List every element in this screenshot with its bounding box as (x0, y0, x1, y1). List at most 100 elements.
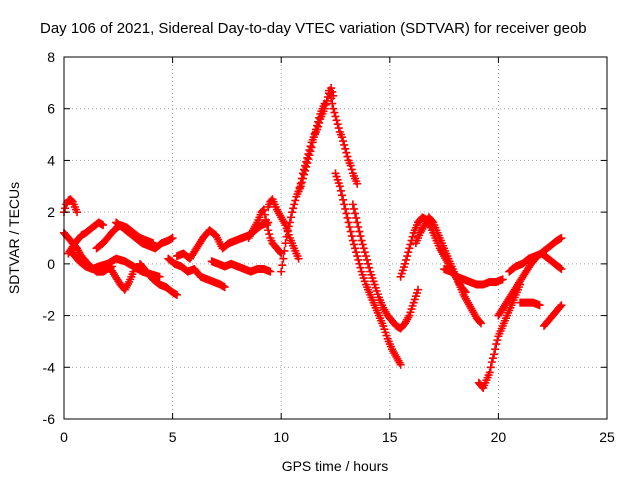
series-arc-7 (112, 218, 177, 253)
data-point (345, 223, 354, 232)
data-point (361, 252, 370, 261)
x-axis-label: GPS time / hours (282, 458, 389, 474)
data-point (259, 205, 268, 214)
data-point (288, 208, 297, 217)
data-point (306, 142, 315, 151)
data-point (263, 221, 272, 230)
data-point (349, 204, 358, 213)
data-point (343, 152, 352, 161)
y-tick-label: 8 (47, 49, 55, 65)
data-point (414, 285, 423, 294)
x-tick-label: 15 (382, 429, 398, 445)
data-point (61, 204, 70, 213)
data-point (357, 236, 366, 245)
data-point (486, 363, 495, 372)
series-arc-15 (294, 84, 338, 196)
data-point (346, 227, 355, 236)
data-point (324, 86, 333, 95)
data-point (343, 213, 352, 222)
data-point (341, 144, 350, 153)
data-point (342, 209, 351, 218)
data-point (355, 227, 364, 236)
data-point (155, 272, 164, 281)
data-point (360, 248, 369, 257)
data-point (290, 200, 299, 209)
series-arc-25 (516, 298, 544, 310)
data-point (556, 264, 565, 273)
data-point (279, 254, 288, 263)
plot-frame (63, 56, 608, 420)
axis-ticks (63, 56, 608, 420)
data-point (280, 246, 289, 255)
y-tick-label: 6 (47, 101, 55, 117)
data-point (302, 157, 311, 166)
data-point (295, 183, 304, 192)
data-point (339, 195, 348, 204)
data-point (283, 226, 292, 235)
data-point (359, 244, 368, 253)
data-point (491, 345, 500, 354)
data-point (364, 259, 373, 268)
chart-title: Day 106 of 2021, Sidereal Day-to-day VTE… (40, 20, 587, 37)
series-arc-8 (136, 259, 181, 299)
data-point (284, 222, 293, 231)
data-point (298, 169, 307, 178)
data-point (352, 248, 361, 257)
data-point (346, 161, 355, 170)
data-point (332, 116, 341, 125)
series-arc-6 (103, 259, 138, 294)
data-point (265, 230, 274, 239)
y-tick-label: 4 (47, 152, 55, 168)
data-point (282, 232, 291, 241)
data-point (406, 240, 415, 249)
x-tick-label: 0 (60, 429, 68, 445)
series-arc-12 (244, 205, 286, 258)
data-point (330, 108, 339, 117)
data-point (488, 354, 497, 363)
data-point (477, 319, 486, 328)
data-point (304, 149, 313, 158)
data-point (493, 336, 502, 345)
data-point (557, 301, 566, 310)
data-point (354, 223, 363, 232)
data-point (294, 187, 303, 196)
data-point (352, 213, 361, 222)
data-point (276, 248, 285, 257)
data-point (356, 263, 365, 272)
data-point (261, 215, 270, 224)
data-point (220, 283, 229, 292)
data-point (291, 196, 300, 205)
series-arc-24 (505, 249, 566, 276)
data-point (168, 234, 177, 242)
data-point (365, 263, 374, 272)
data-point (99, 221, 108, 230)
data-point (353, 218, 362, 227)
data-point (405, 244, 414, 253)
data-point (340, 140, 349, 149)
data-point (344, 218, 353, 227)
series-arc-23 (494, 234, 566, 320)
data-point (305, 146, 314, 155)
data-point (260, 210, 269, 219)
x-tick-label: 10 (273, 429, 289, 445)
data-point (301, 161, 310, 170)
data-point (535, 301, 544, 310)
data-point (356, 232, 365, 241)
series-arc-26 (540, 301, 566, 330)
data-point (362, 255, 371, 264)
data-point (403, 252, 412, 261)
data-point (348, 236, 357, 245)
data-point (320, 104, 329, 113)
series-arc-13 (264, 195, 303, 263)
data-point (331, 112, 340, 121)
data-point (333, 120, 342, 129)
series-arc-21 (440, 265, 507, 289)
data-point (327, 94, 336, 103)
y-tick-label: -2 (43, 308, 56, 324)
data-point (487, 358, 496, 367)
data-point (338, 191, 347, 200)
data-point (341, 204, 350, 213)
data-point (322, 96, 331, 105)
data-point (351, 244, 360, 253)
data-point (296, 179, 305, 188)
